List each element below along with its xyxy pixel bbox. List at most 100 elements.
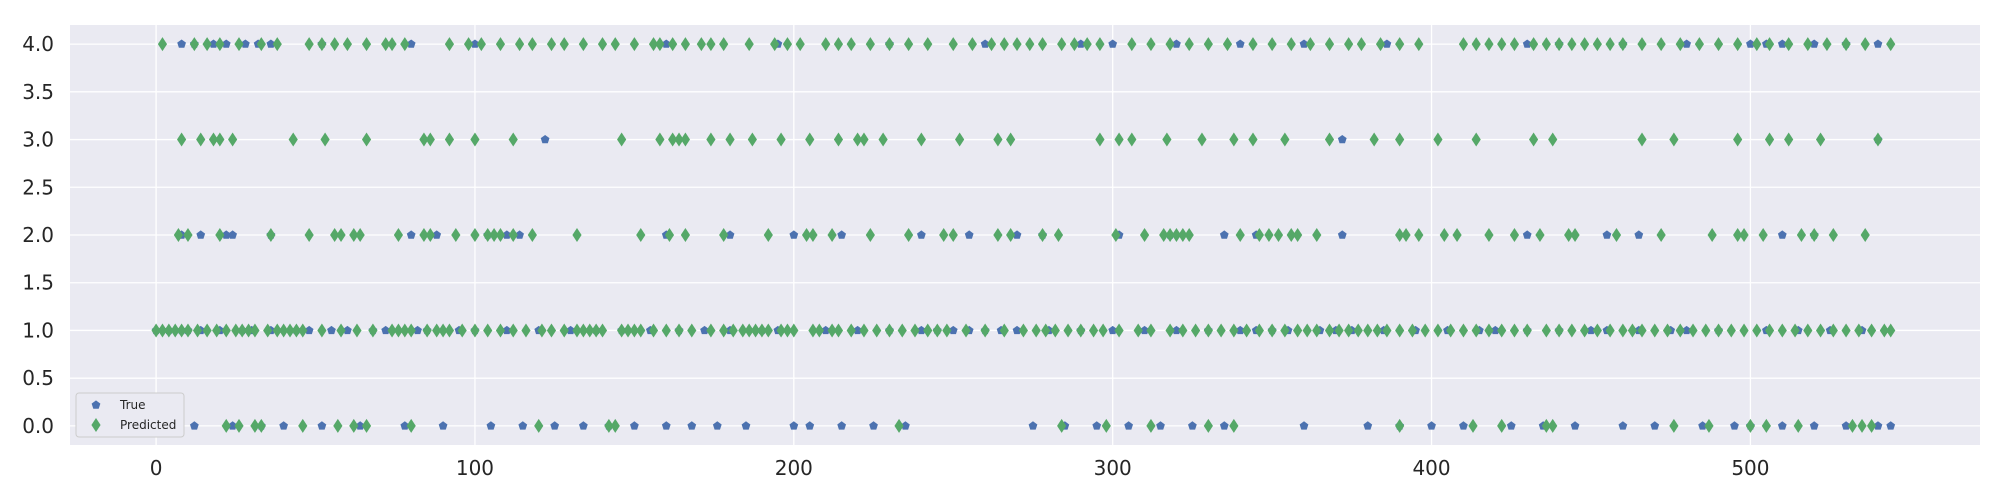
predicted-point <box>1229 323 1239 338</box>
predicted-point <box>330 228 340 242</box>
true-point <box>1235 325 1245 335</box>
true-point <box>550 421 560 430</box>
predicted-point <box>1088 323 1099 338</box>
predicted-point <box>1650 323 1660 338</box>
predicted-point <box>432 323 442 338</box>
predicted-point <box>629 323 639 338</box>
predicted-point <box>1395 132 1405 147</box>
predicted-point <box>208 132 219 147</box>
predicted-point <box>1369 132 1379 147</box>
predicted-point <box>393 228 404 242</box>
predicted-point <box>1203 418 1213 433</box>
predicted-point <box>719 37 729 52</box>
predicted-point <box>1713 37 1724 52</box>
predicted-point <box>1554 37 1564 52</box>
true-point <box>221 230 231 239</box>
predicted-point <box>674 132 684 147</box>
predicted-point <box>1114 323 1124 338</box>
predicted-point <box>1248 37 1258 52</box>
predicted-point <box>1580 323 1590 338</box>
predicted-point <box>1471 37 1481 52</box>
true-point <box>327 325 336 335</box>
predicted-point <box>1471 323 1481 338</box>
predicted-point <box>425 228 435 242</box>
predicted-point <box>1484 323 1494 338</box>
true-point <box>1746 39 1755 48</box>
predicted-point <box>1025 37 1035 52</box>
predicted-point <box>1414 37 1424 52</box>
predicted-point <box>993 132 1003 147</box>
predicted-point <box>1761 418 1771 433</box>
true-point <box>540 134 550 144</box>
predicted-point <box>1828 228 1838 242</box>
true-point <box>869 421 878 430</box>
predicted-point <box>1184 228 1194 242</box>
predicted-point <box>250 418 260 433</box>
predicted-point <box>1828 323 1838 338</box>
true-point <box>661 421 671 430</box>
predicted-point <box>884 323 895 338</box>
predicted-point <box>725 132 735 147</box>
predicted-point <box>1618 37 1628 52</box>
true-point <box>1586 325 1596 335</box>
predicted-point <box>852 132 863 147</box>
predicted-point <box>291 323 301 338</box>
predicted-point <box>1567 37 1577 52</box>
true-point <box>712 421 722 430</box>
y-tick-label: 1.5 <box>22 271 54 295</box>
predicted-point <box>1564 228 1574 242</box>
true-point <box>853 325 862 335</box>
predicted-point <box>1704 418 1714 433</box>
y-tick-label: 4.0 <box>22 32 54 56</box>
predicted-point <box>1267 323 1277 338</box>
predicted-point <box>419 132 429 147</box>
predicted-point <box>1752 37 1762 52</box>
predicted-point <box>1713 323 1724 338</box>
true-point <box>502 325 512 335</box>
predicted-point <box>1726 323 1736 338</box>
predicted-point <box>451 228 461 242</box>
true-point <box>1299 421 1309 430</box>
predicted-point <box>865 37 875 52</box>
predicted-point <box>955 132 965 147</box>
predicted-point <box>776 323 786 338</box>
predicted-point <box>1184 37 1194 52</box>
predicted-point <box>1860 37 1870 52</box>
predicted-point <box>1395 37 1405 52</box>
predicted-point <box>865 228 875 242</box>
predicted-point <box>668 37 678 52</box>
predicted-point <box>1822 37 1832 52</box>
predicted-point <box>897 323 907 338</box>
predicted-point <box>986 37 997 52</box>
predicted-point <box>859 323 869 338</box>
predicted-point <box>617 323 627 338</box>
predicted-point <box>833 132 844 147</box>
true-point <box>1092 421 1102 430</box>
predicted-point <box>1866 418 1877 433</box>
predicted-point <box>687 323 697 338</box>
y-tick-label: 2.0 <box>22 223 54 247</box>
predicted-point <box>1018 323 1029 338</box>
predicted-point <box>537 323 547 338</box>
predicted-point <box>1733 132 1743 147</box>
true-point <box>432 230 442 239</box>
predicted-point <box>463 37 474 52</box>
predicted-point <box>1570 228 1580 242</box>
predicted-point <box>1305 37 1315 52</box>
true-point <box>789 230 799 239</box>
predicted-point <box>1764 323 1775 338</box>
predicted-point <box>234 418 244 433</box>
predicted-point <box>932 323 942 338</box>
predicted-point <box>320 132 330 147</box>
true-point <box>279 421 289 430</box>
predicted-point <box>1254 323 1264 338</box>
y-tick-label: 0.0 <box>22 414 54 438</box>
true-point <box>221 39 231 48</box>
true-point <box>486 421 496 430</box>
predicted-point <box>1344 37 1354 52</box>
predicted-point <box>1076 323 1086 338</box>
predicted-point <box>1841 323 1851 338</box>
true-point <box>916 325 926 335</box>
predicted-point <box>572 323 582 338</box>
predicted-point <box>425 132 435 147</box>
